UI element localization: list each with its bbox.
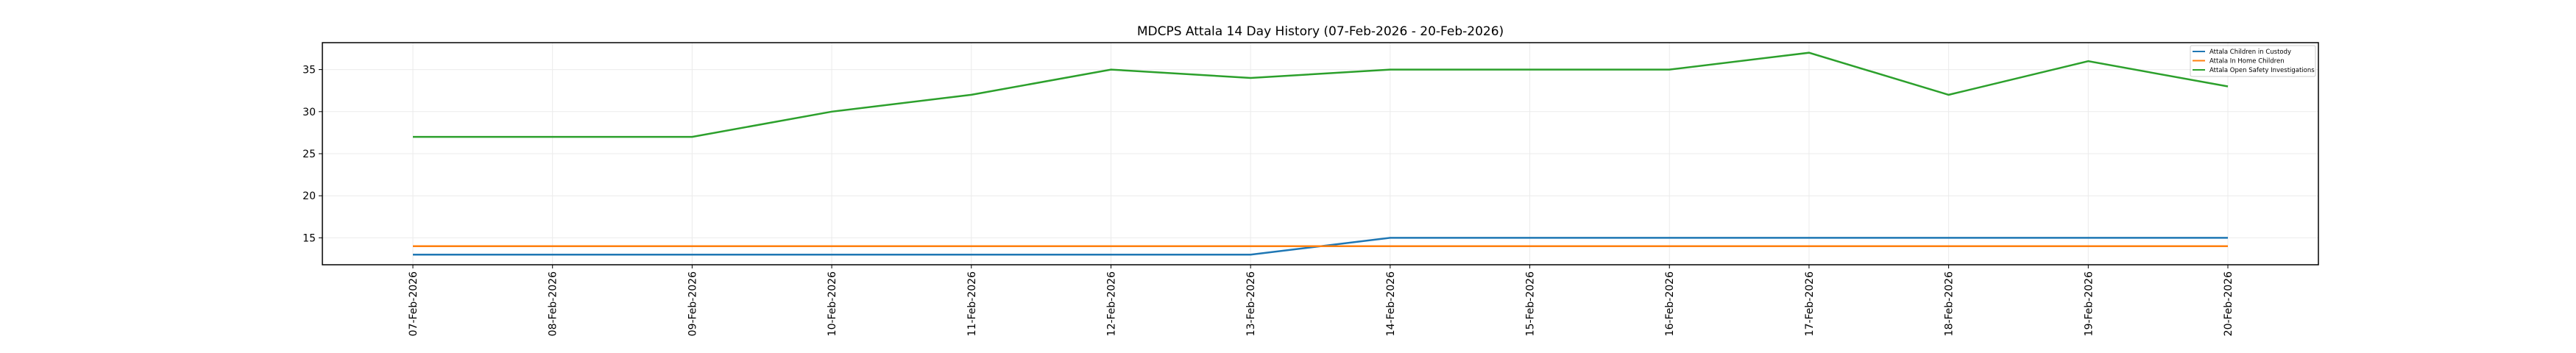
x-tick-label: 08-Feb-2026: [548, 271, 559, 336]
x-tick-label: 20-Feb-2026: [2223, 271, 2234, 336]
grid: [322, 43, 2318, 265]
x-tick-label: 12-Feb-2026: [1105, 271, 1117, 336]
legend-label: Attala In Home Children: [2209, 58, 2285, 65]
y-axis: 15 20 25 30 35: [302, 65, 322, 244]
x-tick-label: 19-Feb-2026: [2083, 271, 2095, 336]
legend: Attala Children in Custody Attala In Home…: [2190, 45, 2316, 77]
x-tick-label: 13-Feb-2026: [1245, 271, 1257, 336]
series-line-2: [413, 51, 2229, 138]
series-lines: [412, 51, 2229, 256]
y-tick-label: 20: [302, 190, 316, 202]
x-tick-label: 17-Feb-2026: [1804, 271, 1816, 336]
x-tick-label: 18-Feb-2026: [1944, 271, 1956, 336]
x-tick-label: 10-Feb-2026: [827, 271, 838, 336]
y-tick-label: 15: [302, 232, 316, 244]
y-tick-label: 35: [302, 65, 316, 76]
legend-label: Attala Children in Custody: [2209, 49, 2291, 56]
x-tick-label: 14-Feb-2026: [1385, 271, 1397, 336]
x-tick-label: 11-Feb-2026: [966, 271, 978, 336]
y-tick-label: 30: [302, 107, 316, 118]
x-tick-label: 09-Feb-2026: [687, 271, 698, 336]
y-tick-label: 25: [302, 149, 316, 160]
x-tick-label: 16-Feb-2026: [1664, 271, 1676, 336]
chart-title: MDCPS Attala 14 Day History (07-Feb-2026…: [1137, 24, 1504, 39]
x-tick-label: 07-Feb-2026: [408, 271, 420, 336]
legend-label: Attala Open Safety Investigations: [2209, 67, 2315, 74]
x-axis: 07-Feb-2026 08-Feb-2026 09-Feb-2026 10-Feb-…: [408, 265, 2234, 336]
x-tick-label: 15-Feb-2026: [1525, 271, 1537, 336]
legend-box: [2190, 45, 2316, 77]
